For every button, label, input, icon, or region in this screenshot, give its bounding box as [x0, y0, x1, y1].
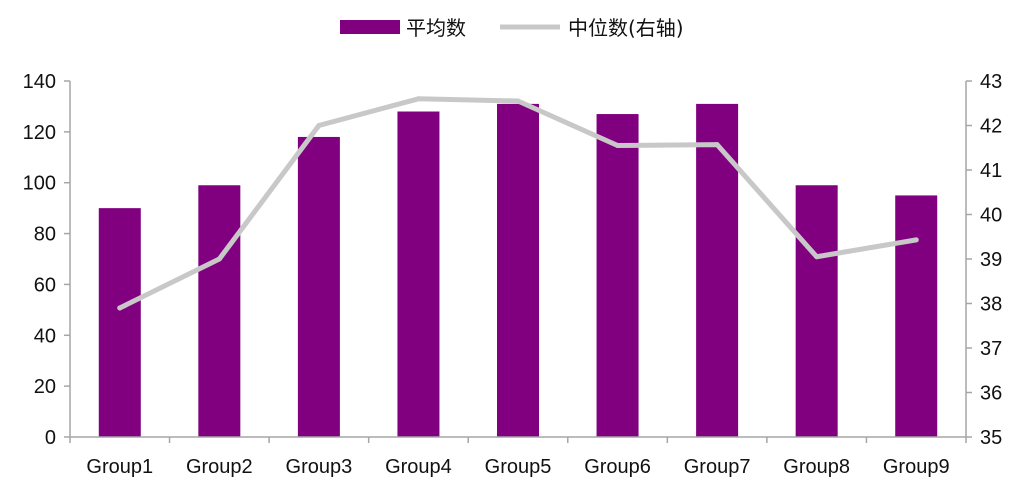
bar — [98, 208, 141, 437]
left-tick-label: 120 — [23, 122, 56, 144]
line-point — [714, 142, 720, 148]
left-tick-label: 100 — [23, 173, 56, 195]
right-tick-label: 36 — [980, 383, 1002, 405]
x-tick-label: Group9 — [883, 456, 950, 478]
right-tick-label: 38 — [980, 294, 1002, 316]
line-point — [515, 98, 521, 104]
bar — [596, 114, 639, 438]
left-tick-label: 0 — [45, 427, 56, 449]
left-tick-label: 140 — [23, 71, 56, 93]
axes: 0 20 40 60 80 100 120 140 35 36 37 38 39 40 41 42 43 Grou… — [23, 71, 1003, 478]
bar-series-mean — [98, 103, 938, 438]
legend-swatch-mean — [340, 20, 400, 34]
left-tick-label: 80 — [34, 224, 56, 246]
right-tick-label: 42 — [980, 116, 1002, 138]
x-tick-label: Group2 — [186, 456, 253, 478]
left-tick-label: 40 — [34, 325, 56, 347]
x-tick-label: Group8 — [783, 456, 850, 478]
line-point — [316, 123, 322, 128]
x-tick-label: Group3 — [286, 456, 353, 478]
line-point — [913, 237, 919, 243]
right-tick-label: 39 — [980, 249, 1002, 271]
line-point — [415, 96, 421, 102]
bar — [297, 136, 340, 437]
x-tick-label: Group5 — [485, 456, 552, 478]
x-tick-label: Group1 — [86, 456, 153, 478]
left-tick-label: 60 — [34, 274, 56, 296]
right-tick-label: 37 — [980, 338, 1002, 360]
x-tick-label: Group4 — [385, 456, 452, 478]
bar — [198, 185, 241, 437]
right-tick-label: 35 — [980, 427, 1002, 449]
legend-label-mean: 平均数 — [406, 16, 466, 40]
legend-label-median: 中位数(右轴) — [568, 16, 684, 40]
x-tick-label: Group6 — [584, 456, 651, 478]
line-point — [117, 305, 123, 311]
x-tick-label: Group7 — [684, 456, 751, 478]
legend: 平均数 中位数(右轴) — [340, 16, 684, 40]
right-tick-label: 40 — [980, 205, 1002, 227]
line-series-median — [117, 96, 919, 311]
line-point — [615, 143, 621, 149]
bar — [497, 103, 539, 437]
bar — [397, 111, 440, 437]
bar — [696, 103, 739, 437]
right-tick-label: 41 — [980, 160, 1002, 182]
line-point — [216, 256, 222, 262]
line-point — [814, 254, 820, 260]
bar — [895, 195, 938, 437]
left-tick-label: 20 — [34, 376, 56, 398]
bar — [795, 185, 838, 437]
right-tick-label: 43 — [980, 71, 1002, 93]
